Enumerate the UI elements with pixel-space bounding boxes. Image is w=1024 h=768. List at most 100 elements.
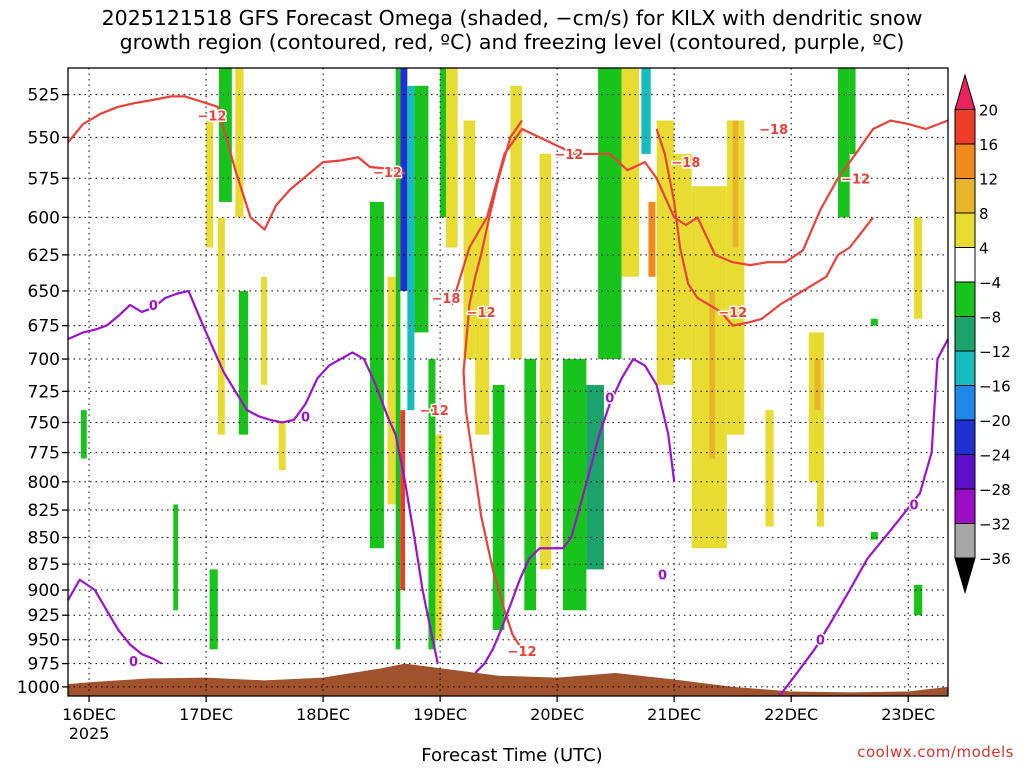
y-tick-label: 900	[28, 581, 60, 601]
colorbar-tick-label: 16	[979, 136, 998, 154]
colorbar-tick-label: 4	[979, 240, 989, 258]
omega-cell	[428, 359, 436, 650]
contour-line	[462, 119, 523, 650]
colorbar-tick-label: 20	[979, 102, 998, 120]
x-tick-label: 19DEC	[413, 705, 467, 724]
omega-cell	[870, 532, 878, 540]
colorbar-segment	[954, 350, 976, 386]
contour-label: 0	[816, 634, 825, 649]
x-tick-label: 21DEC	[647, 705, 701, 724]
omega-cell	[209, 569, 218, 650]
omega-cell	[563, 359, 587, 611]
y-axis-ticks: 525 550 575 600 625 650 675 700 725 750 775 800 825 8…	[17, 86, 68, 698]
colorbar-segment	[954, 454, 976, 490]
y-tick-label: 1000	[17, 678, 60, 698]
colorbar-segment	[954, 143, 976, 179]
colorbar-segment	[954, 385, 976, 421]
colorbar-segment	[954, 109, 976, 145]
y-tick-label: 775	[28, 444, 60, 464]
x-axis-label: Forecast Time (UTC)	[421, 745, 603, 766]
omega-cell	[435, 434, 443, 640]
colorbar-tick-label: −12	[979, 343, 1011, 361]
colorbar-tick-label: −20	[979, 412, 1011, 430]
y-tick-label: 925	[28, 606, 60, 626]
colorbar-segment	[954, 73, 976, 110]
contour-label: 0	[129, 655, 138, 670]
terrain-layer	[68, 663, 948, 696]
contour-label: −12	[197, 109, 226, 124]
omega-cell	[440, 68, 450, 218]
colorbar-segment	[954, 247, 976, 283]
contour-label: −12	[373, 166, 402, 181]
credit-text: coolwx.com/models	[857, 743, 1014, 761]
colorbar-tick-label: −4	[979, 274, 1001, 292]
omega-cell	[598, 68, 622, 360]
chart-title-line-2: growth region (contoured, red, ºC) and f…	[119, 30, 905, 54]
colorbar-tick-label: −8	[979, 309, 1001, 327]
contour-label: −12	[508, 645, 537, 660]
omega-cell	[235, 68, 244, 218]
omega-cell	[870, 318, 878, 326]
colorbar-segment	[954, 523, 976, 559]
x-tick-label: 18DEC	[296, 705, 350, 724]
omega-cell	[732, 120, 739, 248]
colorbar-segment	[954, 212, 976, 248]
chart-title-line-1: 2025121518 GFS Forecast Omega (shaded, −…	[101, 6, 923, 30]
contour-label: −18	[759, 123, 788, 138]
omega-cell	[648, 201, 656, 277]
contour-label: 0	[149, 299, 158, 314]
omega-cell	[261, 276, 267, 385]
x-tick-label: 17DEC	[179, 705, 233, 724]
omega-cell	[400, 410, 406, 591]
omega-cell	[765, 410, 774, 527]
contour-line	[67, 289, 439, 664]
colorbar-tick-label: 8	[979, 205, 989, 223]
contour-line	[474, 357, 676, 674]
colorbar-segment	[954, 281, 976, 317]
contour-label: −12	[841, 172, 870, 187]
chart-title: 2025121518 GFS Forecast Omega (shaded, −…	[0, 6, 1024, 54]
omega-cell	[475, 217, 490, 435]
y-tick-label: 525	[28, 86, 60, 106]
contour-label: 0	[301, 410, 310, 425]
colorbar-segment	[954, 488, 976, 524]
omega-cell	[816, 458, 824, 527]
omega-cell	[492, 384, 505, 630]
x-tick-label: 23DEC	[881, 705, 935, 724]
omega-cell	[709, 290, 716, 459]
omega-cell	[278, 422, 286, 471]
y-tick-label: 950	[28, 631, 60, 651]
contour-label: −18	[431, 292, 460, 307]
y-tick-label: 875	[28, 555, 60, 575]
y-tick-label: 825	[28, 501, 60, 521]
y-tick-label: 700	[28, 350, 60, 370]
contour-label: −12	[420, 404, 449, 419]
y-tick-label: 625	[28, 246, 60, 266]
contour-label: −12	[467, 306, 496, 321]
contour-line	[67, 578, 163, 665]
omega-cell	[524, 359, 537, 611]
omega-cell	[238, 290, 249, 435]
y-tick-label: 800	[28, 473, 60, 493]
omega-shading-layer	[80, 68, 923, 650]
y-tick-label: 725	[28, 382, 60, 402]
x-axis-ticks: 16DEC 17DEC 18DEC 19DEC 20DEC 21DEC 22DEC 23DEC…	[62, 696, 935, 743]
plot-frame	[67, 67, 949, 697]
omega-cell	[510, 85, 523, 360]
colorbar-tick-label: −28	[979, 481, 1011, 499]
omega-cell	[80, 410, 87, 459]
y-tick-label: 850	[28, 528, 60, 548]
contour-label: −18	[671, 156, 700, 171]
x-tick-label: 20DEC	[530, 705, 584, 724]
colorbar-segment	[954, 316, 976, 352]
colorbar-segment	[954, 419, 976, 455]
omega-cell	[914, 584, 923, 616]
x-tick-label: 22DEC	[764, 705, 818, 724]
contour-line	[67, 95, 406, 231]
contour-line	[655, 128, 874, 327]
colorbar-tick-label: 12	[979, 171, 998, 189]
contour-line	[450, 119, 949, 306]
omega-cell	[914, 217, 923, 319]
colorbar-tick-label: −16	[979, 378, 1011, 396]
omega-cell	[173, 504, 178, 611]
